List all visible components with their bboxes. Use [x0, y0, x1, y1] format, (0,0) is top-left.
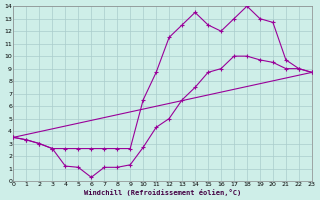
X-axis label: Windchill (Refroidissement éolien,°C): Windchill (Refroidissement éolien,°C) — [84, 189, 241, 196]
